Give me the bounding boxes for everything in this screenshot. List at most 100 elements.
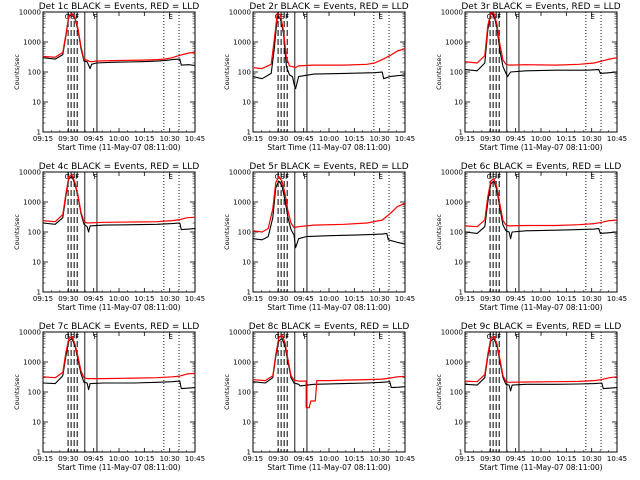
y-tick-label: 100 bbox=[238, 69, 251, 77]
x-tick-label: 10:45 bbox=[607, 135, 627, 143]
y-tick-label: 1000 bbox=[23, 199, 41, 207]
y-tick-label: 100 bbox=[450, 229, 463, 237]
y-tick-label: 1 bbox=[37, 129, 41, 137]
x-tick-label: 10:00 bbox=[531, 135, 551, 143]
events-line bbox=[42, 338, 196, 391]
marker-label: GS bbox=[487, 13, 497, 21]
x-tick-label: 09:30 bbox=[480, 295, 500, 303]
y-tick-label: 1 bbox=[247, 129, 251, 137]
x-tick-label: 09:15 bbox=[455, 135, 475, 143]
events-line bbox=[252, 16, 406, 90]
y-tick-label: 1 bbox=[459, 289, 463, 297]
y-tick-label: 100 bbox=[238, 229, 251, 237]
marker-label: E bbox=[378, 13, 382, 21]
y-tick-label: 10000 bbox=[229, 9, 251, 17]
plot-frame bbox=[464, 171, 618, 293]
y-tick-label: 10 bbox=[454, 99, 463, 107]
panel-title: Det 1c BLACK = Events, RED = LLD bbox=[39, 2, 200, 12]
y-tick-label: 10000 bbox=[229, 329, 251, 337]
x-tick-label: 10:30 bbox=[160, 135, 180, 143]
plot-frame bbox=[464, 331, 618, 453]
x-tick-label: 10:45 bbox=[395, 295, 415, 303]
plot-frame bbox=[42, 331, 196, 453]
marker-label: F bbox=[75, 13, 79, 21]
y-tick-label: 10 bbox=[32, 419, 41, 427]
panel-3: Det 3r BLACK = Events, RED = LLD 1 10 100 10… bbox=[435, 2, 627, 152]
marker-label: F bbox=[497, 173, 501, 181]
x-tick-label: 09:45 bbox=[84, 455, 104, 463]
marker-label: E bbox=[168, 333, 172, 341]
y-tick-label: 1000 bbox=[233, 39, 251, 47]
y-tick-label: 10 bbox=[32, 259, 41, 267]
x-tick-label: 10:15 bbox=[344, 135, 364, 143]
lld-line bbox=[42, 174, 196, 224]
y-axis-label: Counts/sec bbox=[435, 214, 443, 250]
panel-title: Det 6c BLACK = Events, RED = LLD bbox=[461, 162, 622, 172]
y-tick-label: 1000 bbox=[445, 39, 463, 47]
panel-1: Det 1c BLACK = Events, RED = LLD 1 10 100 10… bbox=[13, 2, 205, 152]
events-line bbox=[464, 338, 618, 392]
events-line bbox=[464, 12, 618, 78]
plot-frame bbox=[252, 331, 406, 453]
plot-frame bbox=[42, 171, 196, 293]
x-tick-label: 09:15 bbox=[33, 295, 53, 303]
marker-label: F bbox=[515, 333, 519, 341]
x-tick-label: 09:15 bbox=[455, 295, 475, 303]
events-line bbox=[464, 180, 618, 240]
plot-frame bbox=[42, 11, 196, 133]
y-tick-label: 10 bbox=[242, 99, 251, 107]
marker-label: E bbox=[378, 333, 382, 341]
x-tick-label: 09:45 bbox=[84, 295, 104, 303]
x-tick-label: 09:30 bbox=[480, 455, 500, 463]
panel-title: Det 4c BLACK = Events, RED = LLD bbox=[39, 162, 200, 172]
x-tick-label: 09:30 bbox=[268, 295, 288, 303]
marker-label: E bbox=[590, 333, 594, 341]
y-tick-label: 1000 bbox=[23, 39, 41, 47]
x-tick-label: 10:00 bbox=[109, 135, 129, 143]
y-axis-label: Counts/sec bbox=[435, 54, 443, 90]
marker-label: F bbox=[285, 173, 289, 181]
y-tick-label: 10000 bbox=[229, 169, 251, 177]
x-tick-label: 10:00 bbox=[531, 455, 551, 463]
x-tick-label: 09:30 bbox=[58, 135, 78, 143]
x-tick-label: 09:15 bbox=[455, 455, 475, 463]
lld-line bbox=[464, 178, 618, 228]
x-tick-label: 10:30 bbox=[582, 295, 602, 303]
x-tick-label: 09:30 bbox=[480, 135, 500, 143]
y-tick-label: 1 bbox=[459, 449, 463, 457]
y-axis-label: Counts/sec bbox=[435, 374, 443, 410]
y-tick-label: 100 bbox=[450, 389, 463, 397]
y-tick-label: 100 bbox=[238, 389, 251, 397]
y-tick-label: 10 bbox=[242, 419, 251, 427]
x-tick-label: 09:15 bbox=[243, 455, 263, 463]
y-tick-label: 1 bbox=[459, 129, 463, 137]
x-tick-label: 10:30 bbox=[582, 455, 602, 463]
panel-9: Det 9c BLACK = Events, RED = LLD 1 10 100 10… bbox=[435, 322, 627, 472]
y-tick-label: 1000 bbox=[233, 359, 251, 367]
marker-label: F bbox=[515, 173, 519, 181]
marker-label: E bbox=[168, 173, 172, 181]
marker-label: GS bbox=[487, 333, 497, 341]
y-tick-label: 10000 bbox=[19, 169, 41, 177]
x-tick-label: 10:15 bbox=[134, 135, 154, 143]
lld-line bbox=[252, 334, 406, 409]
y-tick-label: 100 bbox=[450, 69, 463, 77]
panel-6: Det 6c BLACK = Events, RED = LLD 1 10 100 10… bbox=[435, 162, 627, 312]
x-axis-label: Start Time (11-May-07 08:11:00) bbox=[479, 143, 602, 152]
x-tick-label: 10:15 bbox=[134, 295, 154, 303]
x-tick-label: 10:00 bbox=[109, 455, 129, 463]
y-tick-label: 1 bbox=[37, 289, 41, 297]
lld-line bbox=[42, 336, 196, 380]
lld-line bbox=[252, 176, 406, 233]
x-tick-label: 10:45 bbox=[185, 455, 205, 463]
x-axis-label: Start Time (11-May-07 08:11:00) bbox=[267, 303, 390, 312]
x-tick-label: 09:45 bbox=[506, 295, 526, 303]
y-tick-label: 10 bbox=[242, 259, 251, 267]
marker-label: E bbox=[590, 13, 594, 21]
y-tick-label: 1 bbox=[247, 289, 251, 297]
x-tick-label: 09:45 bbox=[294, 455, 314, 463]
x-tick-label: 09:45 bbox=[294, 135, 314, 143]
marker-label: F bbox=[303, 173, 307, 181]
panel-2: Det 2r BLACK = Events, RED = LLD 1 10 100 10… bbox=[223, 2, 415, 152]
